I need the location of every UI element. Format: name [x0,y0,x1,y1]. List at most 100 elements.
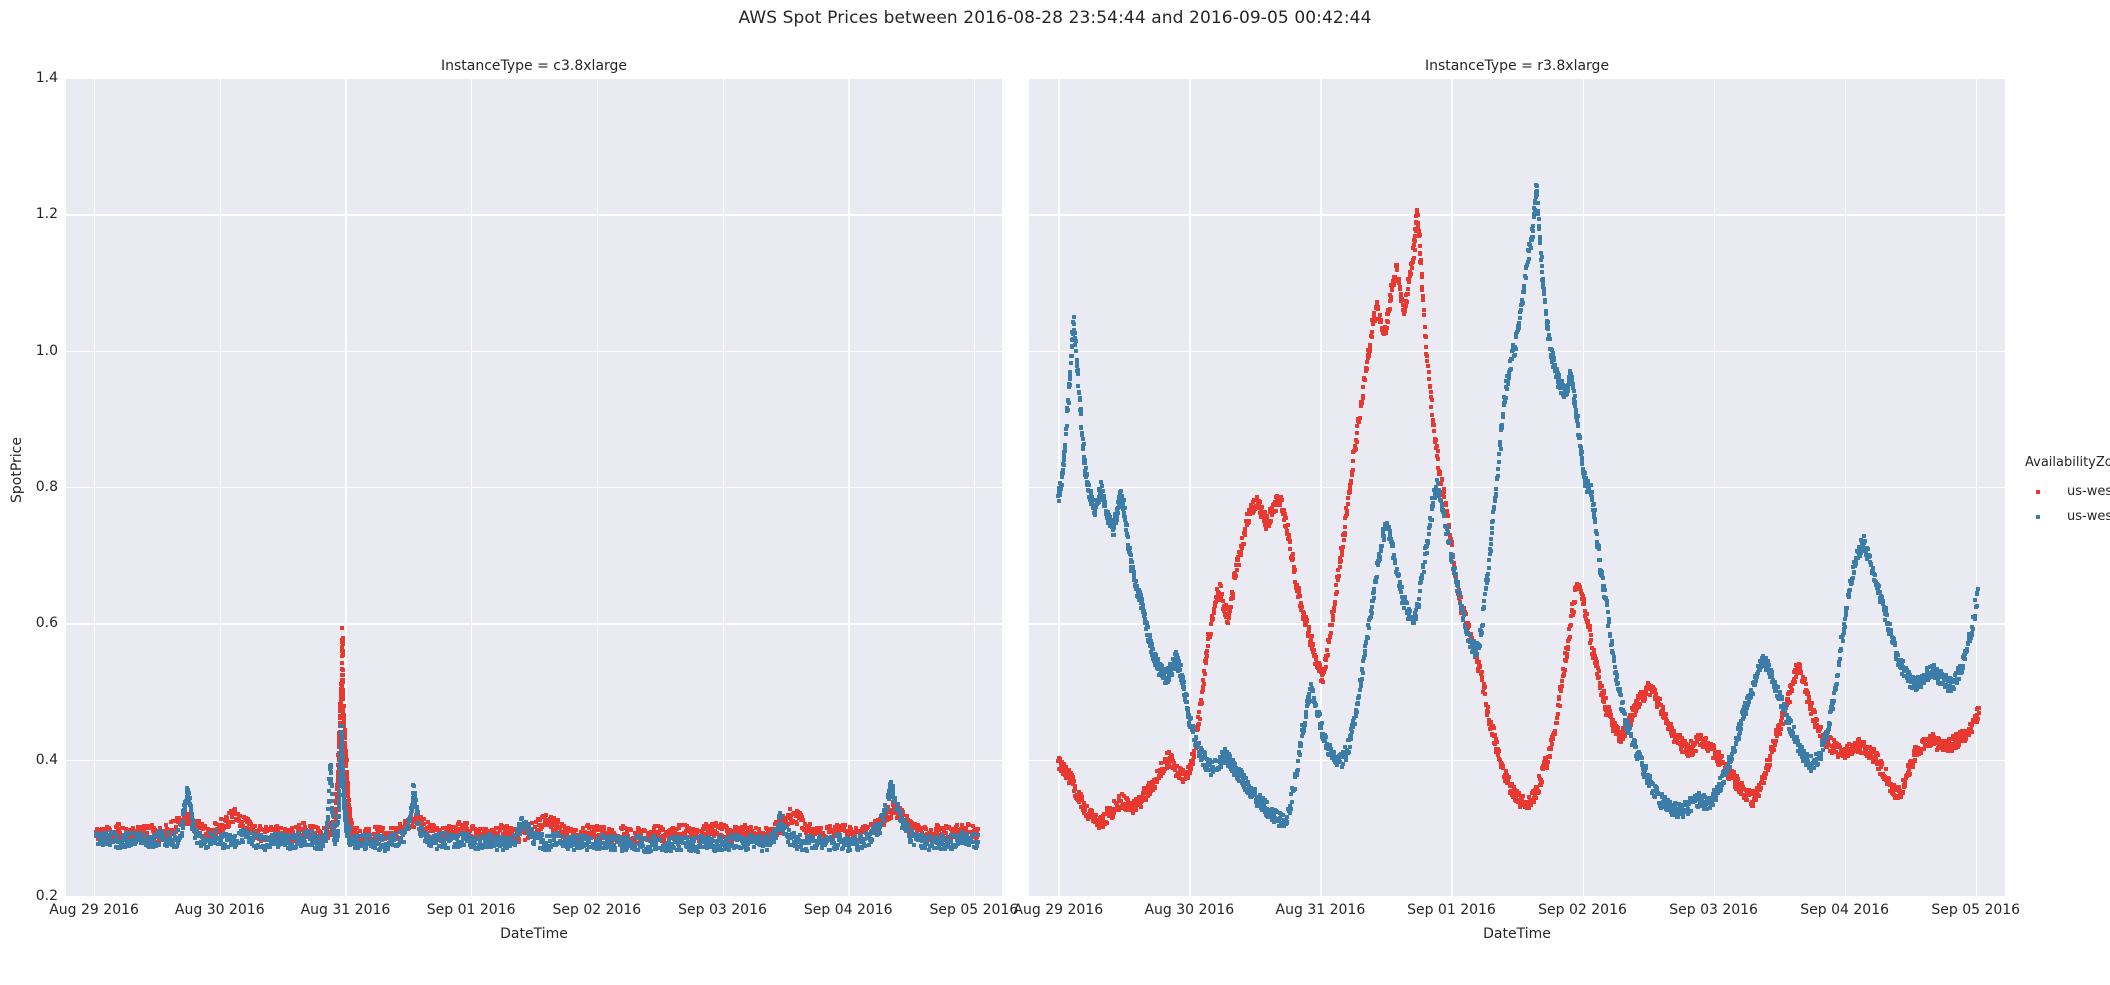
data-point [1602,700,1607,705]
gridline-vertical [596,78,599,896]
data-point [462,842,467,847]
data-point [342,731,347,736]
data-point [683,830,688,835]
data-point [1562,672,1567,677]
data-point [955,823,960,828]
data-point [340,677,345,682]
data-point [883,802,888,807]
data-point [402,839,407,844]
data-point [839,823,844,828]
data-point [1406,291,1411,296]
data-point [341,787,346,792]
data-point [335,794,340,799]
data-point [953,827,958,832]
data-point [693,833,698,838]
data-point [363,845,368,850]
data-point [571,829,576,834]
data-point [418,817,423,822]
data-point [906,829,911,834]
data-point [1329,630,1334,635]
data-point [1572,599,1577,604]
data-point [503,832,508,837]
data-point [351,828,356,833]
plot-area-right[interactable] [1029,78,2005,896]
data-point [688,827,693,832]
data-point [717,825,722,830]
data-point [1211,617,1216,622]
data-point [662,832,667,837]
plot-area-left[interactable] [66,78,1002,896]
data-point [411,784,416,789]
data-point [342,741,347,746]
data-point [529,820,534,825]
data-point [1363,377,1368,382]
data-point [1203,660,1208,665]
data-point [1563,668,1568,673]
data-point [321,826,326,831]
data-point [1349,478,1354,483]
data-point [893,796,898,801]
data-point [679,822,684,827]
gridline-horizontal [1029,487,2005,489]
data-point [847,829,852,834]
data-point [216,829,221,834]
data-point [406,826,411,831]
data-point [320,844,325,849]
data-point [203,824,208,829]
data-point [227,811,232,816]
data-point [411,824,416,829]
data-point [341,781,346,786]
data-point [1607,708,1612,713]
data-point [764,847,769,852]
data-point [889,811,894,816]
data-point [1198,717,1203,722]
data-point [1104,820,1109,825]
data-point [345,788,350,793]
data-point [1370,330,1375,335]
data-point [1243,527,1248,532]
data-point [1391,283,1396,288]
data-point [916,824,921,829]
data-point [217,823,222,828]
data-point [1588,628,1593,633]
data-point [1411,255,1416,260]
y-axis-ticks: 0.2 0.4 0.6 0.8 1.0 1.2 1.4 [0,70,58,904]
data-point [1130,811,1135,816]
data-point [1213,604,1218,609]
data-point [1409,266,1414,271]
data-point [196,818,201,823]
data-point [1340,548,1345,553]
data-point [1365,359,1370,364]
data-point [1335,590,1340,595]
data-point [450,829,455,834]
data-point [1599,683,1604,688]
data-point [184,811,189,816]
data-point [1209,621,1214,626]
data-point [919,828,924,833]
data-point [545,822,550,827]
data-point [1486,705,1491,710]
data-point [975,829,980,834]
data-point [117,826,122,831]
data-point [239,820,244,825]
data-point [323,828,328,833]
data-point [926,838,931,843]
data-point [637,826,642,831]
data-point [1195,727,1200,732]
gridline-horizontal [1029,623,2005,625]
data-point [707,827,712,832]
data-point [330,820,335,825]
data-point [843,829,848,834]
data-point [713,820,718,825]
data-point [249,822,254,827]
data-point [483,827,488,832]
data-point [877,825,882,830]
data-point [1230,595,1235,600]
data-point [558,833,563,838]
data-point [1302,610,1307,615]
data-point [224,818,229,823]
data-point [888,808,893,813]
data-point [949,827,954,832]
data-point [233,834,238,839]
gridline-vertical [848,78,850,896]
